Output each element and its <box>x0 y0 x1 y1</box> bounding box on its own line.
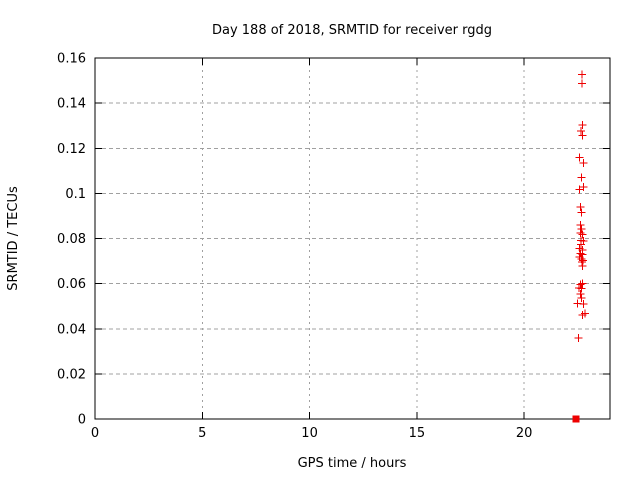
y-tick-label: 0.02 <box>57 367 86 382</box>
y-tick-label: 0.1 <box>65 187 86 202</box>
data-point-cross <box>576 280 585 289</box>
y-axis-label: SRMTID / TECUs <box>6 186 21 291</box>
gridlines <box>95 58 610 419</box>
y-tick-label: 0.14 <box>57 97 86 112</box>
data-point-cross <box>576 202 585 211</box>
data-point-square <box>572 415 580 423</box>
data-points <box>572 70 590 423</box>
x-tick-label: 20 <box>516 426 533 441</box>
data-point-cross <box>577 79 586 88</box>
y-tick-label: 0 <box>78 413 86 428</box>
data-point-cross <box>576 126 585 135</box>
data-point-cross <box>578 121 587 130</box>
data-point-cross <box>579 159 588 168</box>
data-point-cross <box>577 240 586 249</box>
data-point-cross <box>578 262 587 271</box>
data-point-cross <box>578 256 587 265</box>
y-tick-label: 0.08 <box>57 232 86 247</box>
data-point-cross <box>579 299 588 308</box>
data-point-cross <box>578 279 587 288</box>
data-point-cross <box>574 334 583 343</box>
y-tick-label: 0.04 <box>57 322 86 337</box>
data-point-cross <box>578 230 587 239</box>
data-point-cross <box>576 289 585 298</box>
chart-title: Day 188 of 2018, SRMTID for receiver rgd… <box>212 23 492 38</box>
data-point-cross <box>577 294 586 303</box>
x-tick-label: 5 <box>198 426 206 441</box>
x-tick-labels: 0 5 10 15 20 <box>91 426 533 441</box>
data-point-cross <box>577 208 586 217</box>
x-tick-label: 0 <box>91 426 99 441</box>
y-tick-label: 0.06 <box>57 277 86 292</box>
data-point-cross <box>577 284 586 293</box>
data-point-cross <box>573 299 582 308</box>
data-point-cross <box>575 153 584 162</box>
axis-ticks <box>94 57 610 420</box>
data-point-cross <box>575 185 584 194</box>
data-point-cross <box>581 309 590 318</box>
x-tick-label: 10 <box>301 426 318 441</box>
data-point-cross <box>576 220 585 229</box>
plot-frame <box>94 57 611 420</box>
y-tick-labels: 0 0.02 0.04 0.06 0.08 0.1 0.12 0.14 0.16 <box>57 52 86 428</box>
data-point-cross <box>578 131 587 140</box>
data-point-cross <box>577 173 586 182</box>
data-point-cross <box>577 225 586 234</box>
data-point-cross <box>577 70 586 79</box>
y-tick-label: 0.12 <box>57 142 86 157</box>
y-tick-label: 0.16 <box>57 52 86 67</box>
x-axis-label: GPS time / hours <box>298 456 407 471</box>
x-tick-label: 15 <box>409 426 426 441</box>
data-point-cross <box>576 229 585 238</box>
